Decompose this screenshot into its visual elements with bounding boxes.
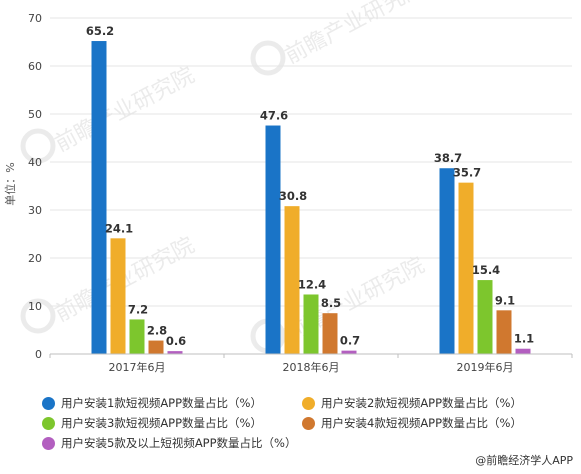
legend-label: 用户安装1款短视频APP数量占比（%） bbox=[61, 396, 262, 410]
bar bbox=[496, 310, 512, 354]
data-label: 9.1 bbox=[495, 293, 515, 307]
x-tick-label: 2019年6月 bbox=[457, 360, 514, 374]
legend-swatch bbox=[42, 416, 55, 430]
data-labels-layer: 65.2 24.1 7.2 2.80.6 47.6 30.8 12.4 8.5 0.7 38.73… bbox=[86, 24, 534, 348]
x-axis-ticks: 2017年6月 2018年6月 2019年6月 bbox=[49, 354, 573, 374]
legend-item: 用户安装4款短视频APP数量占比（%） bbox=[302, 414, 522, 432]
data-label: 1.1 bbox=[514, 332, 534, 346]
data-label: 15.4 bbox=[472, 263, 500, 277]
watermark: 前瞻产业研究院 bbox=[250, 0, 429, 76]
legend-item: 用户安装3款短视频APP数量占比（%） bbox=[42, 414, 262, 432]
watermark-logo-icon bbox=[20, 298, 56, 334]
legend-label: 用户安装2款短视频APP数量占比（%） bbox=[321, 396, 522, 410]
data-label: 2.8 bbox=[147, 324, 167, 338]
bar bbox=[322, 313, 338, 354]
watermark-layer: 前瞻产业研究院前瞻产业研究院前瞻产业研究院前瞻产业研究院 bbox=[20, 0, 429, 354]
y-tick-label: 0 bbox=[35, 348, 42, 361]
bar bbox=[110, 238, 126, 354]
y-tick-label: 60 bbox=[28, 60, 42, 73]
bar bbox=[129, 319, 145, 354]
watermark-text: 前瞻产业研究院 bbox=[51, 63, 199, 157]
y-axis-ticks: 0 10 20 30 40 50 60 70 bbox=[28, 12, 42, 361]
bar bbox=[458, 182, 474, 354]
y-axis-label: 单位：% bbox=[3, 162, 17, 205]
legend-item: 用户安装5款及以上短视频APP数量占比（%） bbox=[42, 434, 296, 452]
bar bbox=[341, 350, 357, 354]
data-label: 8.5 bbox=[321, 296, 341, 310]
y-tick-label: 40 bbox=[28, 156, 42, 169]
bars-layer bbox=[91, 41, 531, 355]
data-label: 47.6 bbox=[260, 109, 288, 123]
x-tick-label: 2017年6月 bbox=[109, 360, 166, 374]
bar bbox=[167, 351, 183, 354]
legend-label: 用户安装4款短视频APP数量占比（%） bbox=[321, 416, 522, 430]
legend-label: 用户安装5款及以上短视频APP数量占比（%） bbox=[61, 436, 297, 450]
bar bbox=[148, 340, 164, 354]
legend-item: 用户安装1款短视频APP数量占比（%） bbox=[42, 394, 262, 412]
legend-swatch bbox=[42, 396, 55, 410]
data-label: 35.7 bbox=[453, 166, 481, 180]
bar bbox=[477, 280, 493, 354]
data-label: 0.6 bbox=[166, 334, 186, 348]
bar bbox=[303, 294, 319, 354]
legend-item: 用户安装2款短视频APP数量占比（%） bbox=[302, 394, 522, 412]
y-tick-label: 30 bbox=[28, 204, 42, 217]
legend-swatch bbox=[302, 396, 315, 410]
x-tick-label: 2018年6月 bbox=[283, 360, 340, 374]
y-tick-label: 50 bbox=[28, 108, 42, 121]
data-label: 0.7 bbox=[340, 334, 360, 348]
data-label: 65.2 bbox=[86, 24, 114, 38]
legend: 用户安装1款短视频APP数量占比（%） 用户安装2款短视频APP数量占比（%） 用户… bbox=[0, 386, 581, 456]
watermark-logo-icon bbox=[250, 40, 286, 76]
data-label: 30.8 bbox=[279, 189, 307, 203]
data-label: 24.1 bbox=[105, 221, 133, 235]
watermark: 前瞻产业研究院 bbox=[20, 63, 199, 164]
watermark-text: 前瞻产业研究院 bbox=[281, 0, 429, 69]
watermark-logo-icon bbox=[20, 128, 56, 164]
bar bbox=[265, 125, 281, 355]
source-credit: @前瞻经济学人APP bbox=[475, 454, 573, 467]
bar bbox=[439, 168, 455, 354]
legend-swatch bbox=[302, 416, 315, 430]
y-tick-label: 10 bbox=[28, 300, 42, 313]
bar bbox=[284, 206, 300, 354]
data-label: 7.2 bbox=[128, 302, 148, 316]
y-tick-label: 20 bbox=[28, 252, 42, 265]
bar bbox=[515, 348, 531, 354]
y-tick-label: 70 bbox=[28, 12, 42, 25]
data-label: 12.4 bbox=[298, 277, 326, 291]
data-label: 38.7 bbox=[434, 151, 462, 165]
legend-swatch bbox=[42, 436, 55, 450]
legend-label: 用户安装3款短视频APP数量占比（%） bbox=[61, 416, 262, 430]
bar bbox=[91, 41, 107, 354]
